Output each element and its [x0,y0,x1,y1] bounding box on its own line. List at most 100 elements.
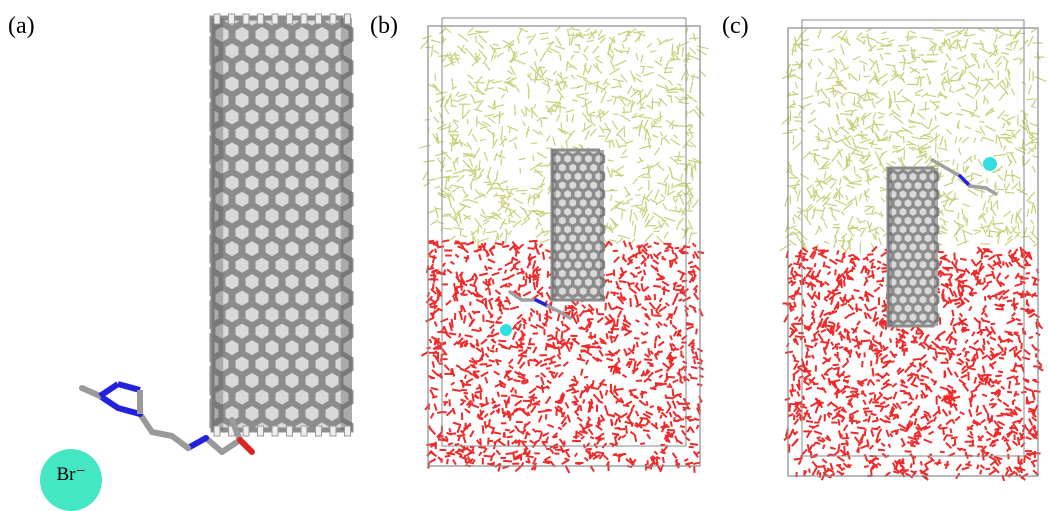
oil-molecule [616,238,623,243]
oil-molecule [513,198,523,203]
oil-molecule [478,76,483,81]
water-molecule [861,379,867,382]
oil-molecule [538,193,539,198]
carbon-nanotube [552,150,604,300]
oil-molecule [876,61,879,73]
water-molecule [924,439,932,442]
water-molecule [901,402,907,403]
water-molecule [892,383,897,387]
oil-molecule [519,158,526,159]
water-molecule [926,334,929,338]
oil-molecule [841,38,850,46]
oil-molecule [879,74,887,79]
water-molecule [838,444,840,451]
water-molecule [979,330,987,331]
water-molecule [791,298,795,299]
water-molecule [598,384,601,387]
water-molecule [871,430,873,437]
panel-b-drawing [419,18,709,473]
water-molecule [675,248,680,249]
water-molecule [643,287,648,292]
oil-molecule [818,59,823,66]
oil-molecule [969,72,977,80]
oil-molecule [639,127,641,137]
oil-molecule [607,167,611,177]
water-molecule [998,371,1003,372]
water-molecule [580,354,582,359]
water-molecule [468,290,473,294]
water-molecule [853,261,856,267]
oil-molecule [553,71,556,75]
oil-molecule [1004,184,1005,193]
oil-molecule [686,145,693,147]
oil-molecule [1032,156,1037,157]
water-molecule [431,388,438,390]
water-molecule [878,450,885,451]
water-molecule [630,394,637,396]
oil-molecule [507,126,518,131]
oil-molecule [630,209,632,222]
water-molecule [581,350,586,351]
water-molecule [836,293,841,294]
water-molecule [431,413,434,418]
water-molecule [453,408,455,414]
water-molecule [1016,408,1022,411]
oil-molecule [936,133,937,143]
water-molecule [983,345,984,350]
oil-molecule [946,129,951,134]
water-molecule [1014,350,1015,358]
oil-molecule [1004,170,1006,182]
water-molecule [498,341,506,342]
water-molecule [878,463,881,466]
water-molecule [592,388,599,389]
water-molecule [889,444,891,448]
oil-molecule [493,113,504,117]
water-molecule [996,415,1003,416]
oil-molecule [672,125,673,130]
oil-molecule [494,153,497,161]
water-molecule [656,323,659,328]
oil-molecule [894,91,895,103]
oil-molecule [1026,99,1035,100]
water-molecule [999,296,1003,300]
oil-molecule [677,221,681,230]
water-molecule [456,297,458,302]
water-molecule [536,431,542,432]
water-molecule [951,318,954,326]
water-molecule [469,361,473,363]
water-molecule [429,250,433,255]
oil-molecule [958,213,959,219]
oil-molecule [465,48,469,52]
water-molecule [995,376,1002,377]
water-molecule [642,307,647,310]
oil-molecule [596,59,602,63]
oil-molecule [949,39,950,46]
water-molecule [800,280,802,285]
water-molecule [890,434,893,437]
water-molecule [815,343,817,347]
oil-molecule [501,158,502,166]
water-molecule [464,315,466,323]
oil-molecule [436,99,442,102]
oil-molecule [978,159,983,167]
water-molecule [465,409,470,413]
oil-molecule [1011,214,1013,224]
oil-molecule [864,65,865,72]
water-molecule [897,414,898,419]
water-molecule [614,385,615,392]
water-molecule [913,359,920,360]
water-molecule [517,315,522,319]
water-molecule [429,339,431,343]
water-molecule [609,314,613,319]
oil-molecule [818,168,829,169]
oil-molecule [500,233,503,237]
water-molecule [969,346,977,349]
water-molecule [832,346,836,349]
water-molecule [819,415,821,421]
water-molecule [1020,281,1026,283]
water-molecule [634,338,639,339]
water-molecule [490,411,494,415]
oil-molecule [697,49,707,54]
water-molecule [429,459,435,462]
oil-molecule [822,157,830,160]
